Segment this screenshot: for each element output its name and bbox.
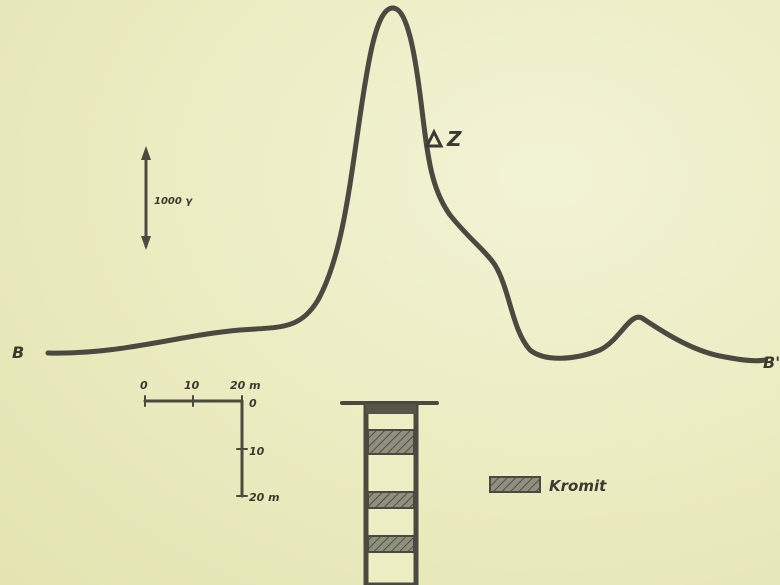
chromite-band bbox=[367, 491, 415, 509]
horizontal-scale-tick-0: 0 bbox=[140, 379, 148, 392]
legend: Kromit bbox=[489, 476, 607, 495]
chromite-band bbox=[367, 535, 415, 553]
depth-scale-tick-0: 0 bbox=[249, 397, 257, 410]
legend-label: Kromit bbox=[549, 477, 607, 495]
horizontal-scale-bar bbox=[143, 395, 244, 407]
depth-scale-tick-20: 20 m bbox=[249, 491, 280, 504]
anomaly-label: Z bbox=[446, 127, 462, 151]
chromite-band bbox=[367, 429, 415, 455]
horizontal-scale-tick-20: 20 m bbox=[230, 379, 261, 392]
vertical-scale-bar bbox=[141, 146, 151, 250]
delta-icon bbox=[424, 128, 444, 148]
depth-scale-bar bbox=[236, 399, 248, 498]
horizontal-scale-tick-10: 10 bbox=[184, 379, 200, 392]
profile-end-label: B' bbox=[763, 353, 780, 372]
borehole-column bbox=[340, 401, 439, 585]
profile-start-label: B bbox=[12, 343, 24, 362]
borehole-cap-band bbox=[366, 404, 416, 414]
depth-scale-tick-10: 10 bbox=[249, 445, 265, 458]
anomaly-profile-curve bbox=[45, 5, 768, 364]
vertical-scale-label: 1000 γ bbox=[154, 196, 193, 207]
legend-swatch bbox=[489, 476, 541, 493]
